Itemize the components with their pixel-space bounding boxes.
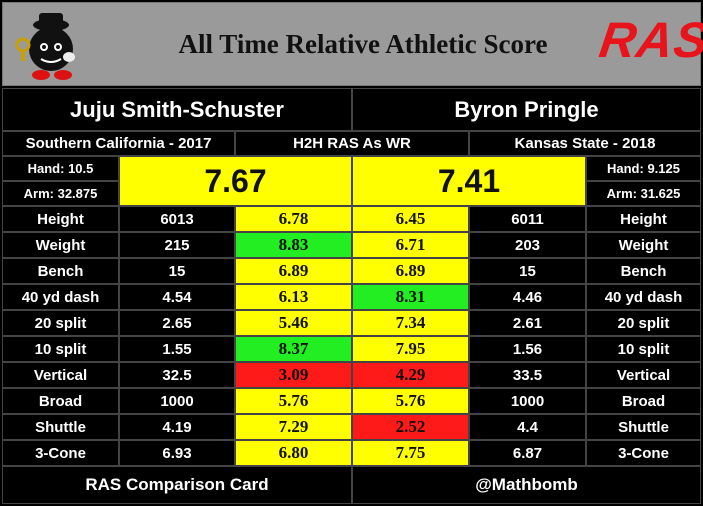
left-measurement: 1000	[119, 388, 235, 414]
right-measurement: 1000	[469, 388, 586, 414]
metric-label-left: 20 split	[2, 310, 119, 336]
left-hand-size: Hand: 10.5	[2, 156, 119, 181]
right-metric-score: 6.71	[352, 232, 469, 258]
right-metric-score: 7.75	[352, 440, 469, 466]
right-metric-score: 2.52	[352, 414, 469, 440]
metric-label-left: 10 split	[2, 336, 119, 362]
center-label: H2H RAS As WR	[235, 131, 469, 156]
right-metric-score: 6.89	[352, 258, 469, 284]
metric-label-left: Shuttle	[2, 414, 119, 440]
left-measurement: 6013	[119, 206, 235, 232]
metric-label-left: Bench	[2, 258, 119, 284]
ras-logo: RAS	[596, 12, 703, 68]
footer-handle: @Mathbomb	[352, 466, 701, 504]
right-measurement: 203	[469, 232, 586, 258]
right-hand-size: Hand: 9.125	[586, 156, 701, 181]
right-metric-score: 5.76	[352, 388, 469, 414]
metric-label-right: Shuttle	[586, 414, 701, 440]
page-title: All Time Relative Athletic Score	[178, 29, 548, 59]
left-metric-score: 6.78	[235, 206, 352, 232]
metric-label-left: Broad	[2, 388, 119, 414]
left-metric-score: 6.13	[235, 284, 352, 310]
metric-label-left: 40 yd dash	[2, 284, 119, 310]
left-measurement: 4.54	[119, 284, 235, 310]
left-metric-score: 8.83	[235, 232, 352, 258]
left-measurement: 4.19	[119, 414, 235, 440]
right-player-school: Kansas State - 2018	[469, 131, 701, 156]
metric-label-right: Weight	[586, 232, 701, 258]
right-measurement: 33.5	[469, 362, 586, 388]
right-metric-score: 7.34	[352, 310, 469, 336]
metric-label-left: 3-Cone	[2, 440, 119, 466]
left-ras-score: 7.67	[119, 156, 352, 206]
right-ras-score: 7.41	[352, 156, 586, 206]
left-measurement: 6.93	[119, 440, 235, 466]
right-measurement: 15	[469, 258, 586, 284]
right-measurement: 6.87	[469, 440, 586, 466]
metric-label-right: Vertical	[586, 362, 701, 388]
right-measurement: 1.56	[469, 336, 586, 362]
bomb-mascot-icon	[15, 13, 75, 80]
left-metric-score: 5.76	[235, 388, 352, 414]
header-bar: All Time Relative Athletic Score RAS	[2, 2, 703, 86]
left-metric-score: 7.29	[235, 414, 352, 440]
footer-card-label: RAS Comparison Card	[2, 466, 352, 504]
left-measurement: 15	[119, 258, 235, 284]
metric-label-right: 40 yd dash	[586, 284, 701, 310]
metric-label-right: Broad	[586, 388, 701, 414]
right-arm-length: Arm: 31.625	[586, 181, 701, 206]
metric-label-left: Weight	[2, 232, 119, 258]
right-measurement: 2.61	[469, 310, 586, 336]
left-metric-score: 6.89	[235, 258, 352, 284]
left-player-name: Juju Smith-Schuster	[2, 88, 352, 131]
left-measurement: 1.55	[119, 336, 235, 362]
right-measurement: 4.4	[469, 414, 586, 440]
metric-label-right: 3-Cone	[586, 440, 701, 466]
metric-label-right: 20 split	[586, 310, 701, 336]
metric-label-left: Vertical	[2, 362, 119, 388]
left-metric-score: 3.09	[235, 362, 352, 388]
metric-label-right: Height	[586, 206, 701, 232]
left-metric-score: 6.80	[235, 440, 352, 466]
left-measurement: 215	[119, 232, 235, 258]
left-measurement: 32.5	[119, 362, 235, 388]
right-measurement: 6011	[469, 206, 586, 232]
metric-label-right: 10 split	[586, 336, 701, 362]
left-player-school: Southern California - 2017	[2, 131, 235, 156]
right-measurement: 4.46	[469, 284, 586, 310]
left-measurement: 2.65	[119, 310, 235, 336]
right-player-name: Byron Pringle	[352, 88, 701, 131]
right-metric-score: 7.95	[352, 336, 469, 362]
left-metric-score: 8.37	[235, 336, 352, 362]
right-metric-score: 4.29	[352, 362, 469, 388]
left-arm-length: Arm: 32.875	[2, 181, 119, 206]
metric-label-left: Height	[2, 206, 119, 232]
metric-label-right: Bench	[586, 258, 701, 284]
right-metric-score: 6.45	[352, 206, 469, 232]
right-metric-score: 8.31	[352, 284, 469, 310]
left-metric-score: 5.46	[235, 310, 352, 336]
